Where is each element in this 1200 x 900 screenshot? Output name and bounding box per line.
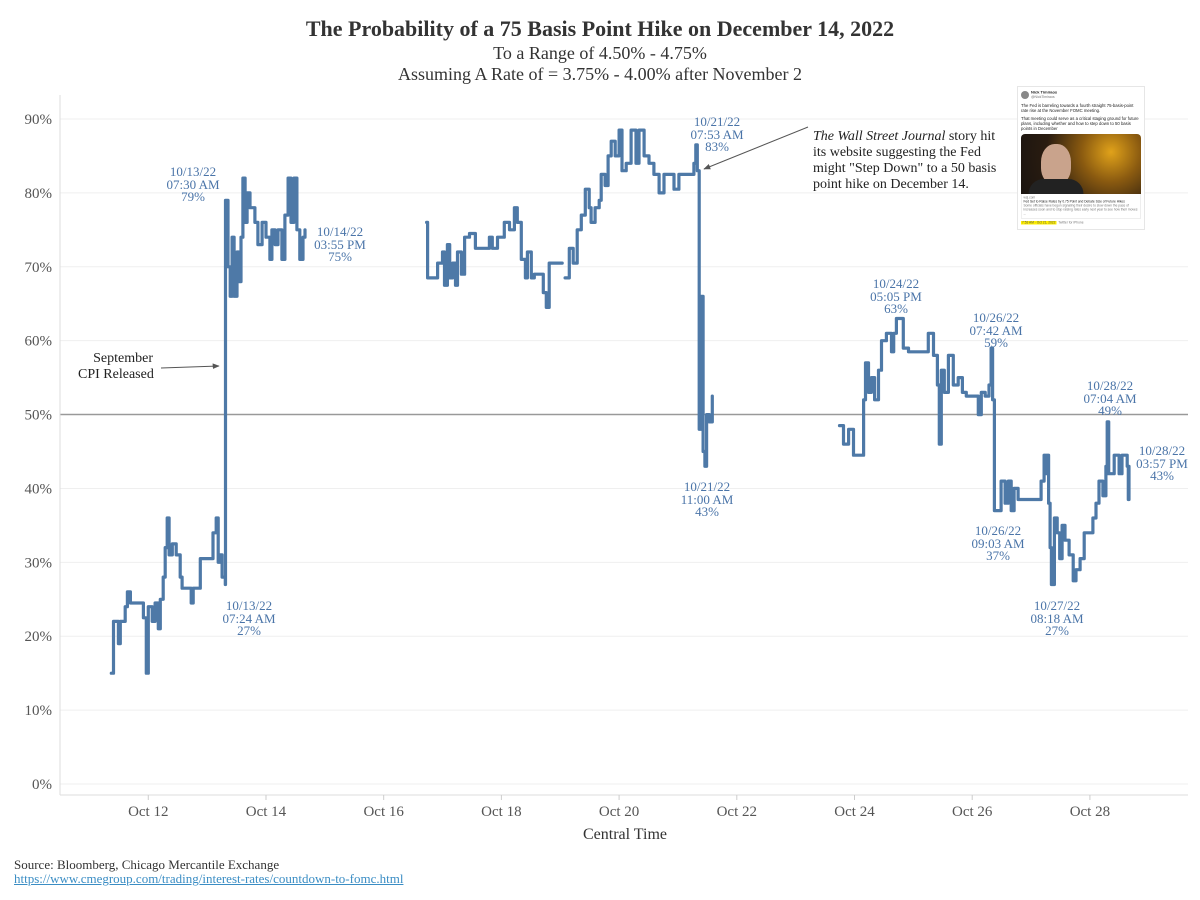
- y-tick-label: 0%: [32, 777, 52, 793]
- tweet-handle: @NickTimiraos: [1031, 95, 1055, 100]
- wsj-note: The Wall Street Journal story hit its we…: [813, 129, 997, 192]
- y-tick-label: 70%: [25, 260, 53, 276]
- chart-title: The Probability of a 75 Basis Point Hike…: [305, 16, 895, 41]
- annotation-wsj-peak: 10/21/22 07:53 AM 83%: [690, 114, 744, 154]
- tweet-client: Twitter for iPhone: [1058, 221, 1084, 225]
- probability-line-segment-2: [425, 206, 564, 309]
- annotation-oct26-low: 10/26/22 09:03 AM 37%: [971, 523, 1025, 563]
- annotation-oct14-close: 10/14/22 03:55 PM 75%: [314, 224, 366, 264]
- annotation-oct28-close: 10/28/22 03:57 PM 43%: [1136, 443, 1188, 483]
- source-footer: Source: Bloomberg, Chicago Mercantile Ex…: [14, 858, 403, 886]
- source-text: Source: Bloomberg, Chicago Mercantile Ex…: [14, 857, 280, 872]
- x-tick-label: Oct 18: [481, 804, 521, 820]
- annotation-oct27-low: 10/27/22 08:18 AM 27%: [1030, 598, 1084, 638]
- annotation-cpi-spike: 10/13/22 07:30 AM 79%: [166, 164, 220, 204]
- probability-line-segment-4: [837, 316, 1131, 587]
- y-tick-label: 10%: [25, 703, 53, 719]
- probability-line-segment-1: [109, 176, 307, 675]
- x-axis-label: Central Time: [582, 826, 667, 843]
- annotation-oct26-peak: 10/26/22 07:42 AM 59%: [969, 310, 1023, 350]
- tweet-photo: [1021, 134, 1141, 194]
- wsj-arrow: [703, 126, 809, 170]
- cpi-arrow: [160, 363, 220, 370]
- chart-subtitle-assumption: Assuming A Rate of = 3.75% - 4.00% after…: [397, 64, 803, 84]
- y-tick-label: 20%: [25, 629, 53, 645]
- x-tick-label: Oct 24: [834, 804, 875, 820]
- tweet-text-2: That meeting could serve as a critical s…: [1021, 116, 1139, 131]
- y-tick-label: 80%: [25, 186, 53, 202]
- tweet-timestamp: 7:53 AM · Oct 21, 2022: [1021, 221, 1057, 225]
- tweet-text-1: The Fed is barreling towards a fourth st…: [1021, 103, 1134, 113]
- x-tick-label: Oct 14: [246, 804, 287, 820]
- annotation-wsj-low: 10/21/22 11:00 AM 43%: [680, 479, 734, 519]
- annotation-oct28-peak: 10/28/22 07:04 AM 49%: [1083, 378, 1137, 418]
- x-tick-label: Oct 26: [952, 804, 993, 820]
- y-tick-label: 30%: [25, 555, 53, 571]
- tweet-screenshot: Nick Timiraos @NickTimiraos The Fed is b…: [1017, 86, 1145, 230]
- annotation-oct24-peak: 10/24/22 05:05 PM 63%: [870, 276, 922, 316]
- y-tick-label: 40%: [25, 481, 53, 497]
- probability-line-segment-3: [563, 128, 714, 468]
- annotation-pre-cpi-low: 10/13/22 07:24 AM 27%: [222, 598, 276, 638]
- chart-subtitle-range: To a Range of 4.50% - 4.75%: [493, 43, 707, 63]
- y-tick-label: 90%: [25, 112, 53, 128]
- tweet-link-card: wsj.com Fed Set to Raise Rates by 0.75 P…: [1021, 194, 1141, 219]
- x-tick-label: Oct 12: [128, 804, 168, 820]
- x-tick-label: Oct 16: [363, 804, 404, 820]
- source-link[interactable]: https://www.cmegroup.com/trading/interes…: [14, 871, 404, 886]
- avatar: [1021, 91, 1029, 99]
- cpi-note: September CPI Released: [78, 351, 154, 382]
- y-tick-label: 60%: [25, 334, 53, 350]
- tweet-author: Nick Timiraos: [1031, 90, 1058, 95]
- x-tick-label: Oct 20: [599, 804, 639, 820]
- x-tick-label: Oct 28: [1070, 804, 1110, 820]
- y-tick-label: 50%: [25, 408, 53, 424]
- x-tick-label: Oct 22: [717, 804, 757, 820]
